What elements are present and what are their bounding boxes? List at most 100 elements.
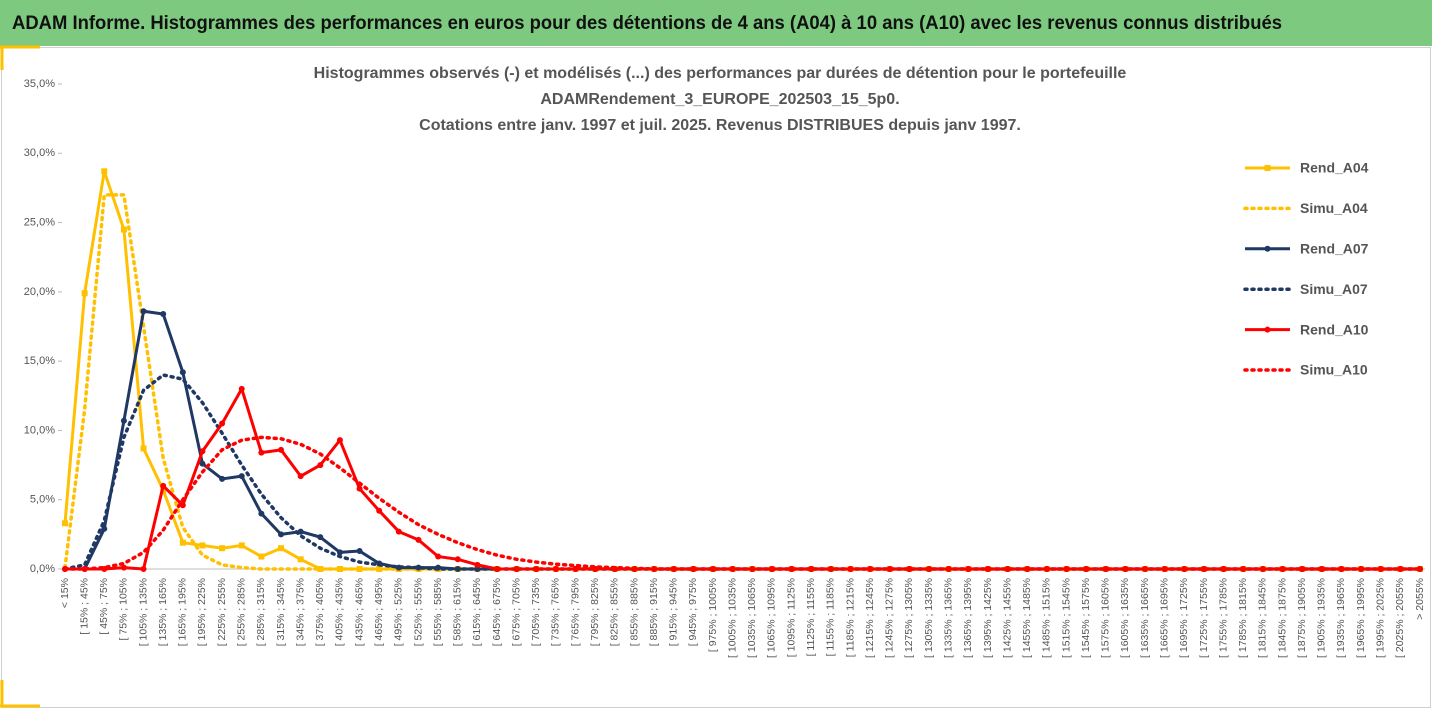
marker bbox=[336, 437, 343, 444]
series-line bbox=[63, 193, 1422, 571]
marker bbox=[81, 290, 88, 297]
x-tick-label: [ 675% ; 705% bbox=[510, 578, 522, 646]
x-tick-label: [ 465% ; 495% bbox=[373, 578, 385, 646]
legend-label: Simu_A04 bbox=[1300, 200, 1368, 216]
marker bbox=[533, 566, 540, 572]
x-tick-label: [ 1305% ; 1335% bbox=[923, 578, 935, 658]
series-line bbox=[63, 169, 1420, 571]
legend-label: Rend_A10 bbox=[1300, 321, 1369, 337]
y-tick-label: 0,0% bbox=[30, 563, 55, 575]
x-tick-label: [ 1995% ; 2025% bbox=[1375, 578, 1387, 658]
x-tick-label: [ 1725% ; 1755% bbox=[1198, 578, 1210, 658]
x-tick-label: [ 1455% ; 1485% bbox=[1021, 578, 1033, 658]
x-tick-label: [ 165% ; 195% bbox=[177, 578, 189, 646]
marker bbox=[317, 566, 324, 572]
x-tick-label: [ 1875% ; 1905% bbox=[1296, 578, 1308, 658]
chart-title: Cotations entre janv. 1997 et juil. 2025… bbox=[419, 117, 1021, 134]
marker bbox=[415, 536, 422, 543]
marker bbox=[494, 566, 501, 572]
marker bbox=[238, 473, 245, 480]
y-tick-label: 15,0% bbox=[24, 355, 55, 367]
marker bbox=[199, 460, 206, 467]
x-tick-label: [ 885% ; 915% bbox=[648, 578, 660, 646]
x-tick-label: [ 1095% ; 1125% bbox=[785, 578, 797, 657]
x-tick-label: [ 105% ; 135% bbox=[137, 578, 149, 646]
marker bbox=[258, 553, 265, 560]
marker bbox=[356, 547, 363, 554]
marker bbox=[552, 566, 559, 572]
marker bbox=[317, 534, 324, 541]
x-tick-label: [ 795% ; 825% bbox=[589, 578, 601, 646]
series-line bbox=[65, 387, 1420, 571]
x-tick-label: [ 855% ; 885% bbox=[628, 578, 640, 646]
marker bbox=[278, 446, 285, 453]
marker bbox=[297, 473, 304, 480]
marker bbox=[395, 528, 402, 535]
x-tick-label: [ 1755% ; 1785% bbox=[1217, 578, 1229, 658]
y-tick-label: 20,0% bbox=[24, 286, 55, 298]
marker bbox=[376, 507, 383, 514]
x-tick-label: [ 735% ; 765% bbox=[550, 578, 562, 646]
x-tick-label: [ 525% ; 555% bbox=[412, 578, 424, 646]
x-tick-label: [ 1695% ; 1725% bbox=[1178, 578, 1190, 658]
marker bbox=[278, 545, 285, 552]
x-tick-label: [ 1275% ; 1305% bbox=[903, 578, 915, 658]
x-tick-label: [ 645% ; 675% bbox=[491, 578, 503, 646]
x-tick-label: > 2055% bbox=[1414, 578, 1426, 620]
marker bbox=[101, 525, 108, 532]
marker bbox=[62, 520, 68, 527]
marker bbox=[219, 420, 226, 427]
marker bbox=[101, 168, 108, 175]
x-tick-label: [ 2025% ; 2055% bbox=[1394, 578, 1406, 658]
x-tick-label: [ 615% ; 645% bbox=[471, 578, 483, 646]
x-tick-label: [ 45% ; 75% bbox=[98, 578, 110, 635]
x-tick-label: [ 765% ; 795% bbox=[569, 578, 581, 646]
legend-label: Simu_A07 bbox=[1300, 281, 1368, 297]
page-title: ADAM Informe. Histogrammes des performan… bbox=[12, 13, 1282, 34]
x-tick-label: [ 1005% ; 1035% bbox=[726, 578, 738, 658]
marker bbox=[179, 539, 186, 546]
y-tick-label: 10,0% bbox=[24, 424, 55, 436]
marker bbox=[199, 542, 206, 549]
x-tick-label: [ 1485% ; 1515% bbox=[1041, 578, 1053, 658]
x-tick-label: [ 1215% ; 1245% bbox=[864, 578, 876, 658]
marker bbox=[278, 531, 285, 538]
x-tick-label: [ 285% ; 315% bbox=[255, 578, 267, 646]
x-tick-label: [ 1605% ; 1635% bbox=[1119, 578, 1131, 658]
marker bbox=[140, 566, 147, 572]
x-tick-label: [ 975% ; 1005% bbox=[707, 578, 719, 652]
x-tick-label: [ 495% ; 525% bbox=[393, 578, 405, 646]
marker bbox=[474, 561, 481, 568]
x-tick-label: [ 315% ; 345% bbox=[275, 578, 287, 646]
x-tick-label: [ 75% ; 105% bbox=[118, 578, 130, 640]
y-tick-label: 35,0% bbox=[24, 78, 55, 90]
x-tick-label: [ 555% ; 585% bbox=[432, 578, 444, 646]
marker bbox=[120, 417, 127, 424]
chart-border bbox=[1, 47, 1431, 708]
x-tick-label: [ 1335% ; 1365% bbox=[942, 578, 954, 658]
x-tick-label: [ 1185% ; 1215% bbox=[844, 578, 856, 657]
x-tick-label: [ 405% ; 435% bbox=[334, 578, 346, 646]
marker bbox=[435, 553, 442, 560]
marker bbox=[219, 475, 226, 482]
x-tick-label: [ 945% ; 975% bbox=[687, 578, 699, 646]
series-line bbox=[63, 435, 1422, 571]
marker bbox=[454, 556, 461, 563]
marker bbox=[120, 226, 127, 233]
legend-box bbox=[1230, 140, 1380, 390]
legend-label: Rend_A07 bbox=[1300, 241, 1369, 257]
marker bbox=[317, 462, 324, 469]
x-tick-label: [ 1845% ; 1875% bbox=[1276, 578, 1288, 658]
marker bbox=[356, 485, 363, 492]
x-tick-label: [ 1785% ; 1815% bbox=[1237, 578, 1249, 658]
marker bbox=[984, 566, 991, 572]
y-tick-label: 25,0% bbox=[24, 216, 55, 228]
x-tick-label: [ 1245% ; 1275% bbox=[884, 578, 896, 658]
marker bbox=[120, 564, 127, 571]
x-tick-label: < 15% bbox=[59, 578, 71, 608]
marker bbox=[160, 482, 167, 489]
marker bbox=[258, 510, 265, 517]
x-tick-label: [ 1155% ; 1185% bbox=[825, 578, 837, 656]
legend-marker bbox=[1264, 245, 1271, 252]
